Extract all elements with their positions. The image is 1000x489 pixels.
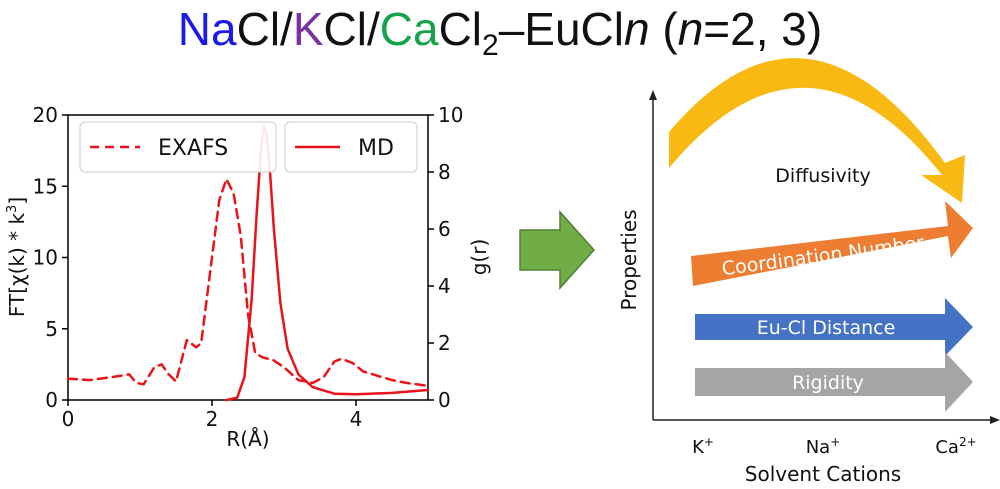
y2-tick-label: 4 (438, 274, 451, 298)
title-cl-3: Cl (438, 3, 483, 55)
x-tick-label: 2 (206, 407, 219, 431)
properties-trend-diagram: Properties K+ Na+ Ca2+ Solvent Cations D… (617, 58, 1000, 486)
coordination-number-label: Coordination Number (721, 232, 926, 280)
title-paren-open: ( (649, 3, 678, 55)
rigidity-arrow (695, 352, 973, 412)
y2-tick-label: 2 (438, 331, 451, 355)
x-tick-label: 4 (350, 407, 363, 431)
legend-box-md (284, 121, 418, 173)
y2-axis-label: g(r) (467, 239, 491, 276)
x-tick-label: 0 (62, 407, 75, 431)
title-na: Na (177, 3, 237, 55)
diffusivity-arrow (669, 58, 965, 203)
title-eucl: –EuCl (498, 3, 624, 55)
figure-title: NaCl/KCl/CaCl2–EuCln (n=2, 3) (0, 2, 1000, 63)
title-cl-2: Cl/ (323, 3, 380, 55)
y-axis-label: FT[χ(k) * k3] (5, 197, 29, 317)
series-line-md (225, 125, 430, 402)
eu-cl-distance-arrow (695, 298, 973, 356)
title-ca: Ca (379, 3, 439, 55)
y-axis-label-close: ] (5, 197, 29, 205)
cation-label-k: K+ (692, 435, 714, 458)
right-y-ticks: 0 2 4 6 8 10 (428, 103, 463, 412)
title-subscript-2: 2 (482, 29, 499, 62)
properties-x-axis-arrowhead (990, 416, 1000, 424)
title-n-2: n (677, 3, 704, 55)
series-lines (66, 125, 430, 402)
left-y-ticks: 0 5 10 15 20 (33, 103, 68, 412)
x-ticks: 0 2 4 (62, 400, 363, 431)
y-tick-label: 5 (45, 317, 58, 341)
title-k: K (292, 3, 324, 55)
properties-y-axis-arrowhead (649, 90, 657, 100)
series-line-exafs (66, 177, 430, 388)
y2-tick-label: 0 (438, 388, 451, 412)
y-tick-label: 0 (45, 388, 58, 412)
solvent-cations-label: Solvent Cations (745, 462, 901, 486)
title-cl-1: Cl/ (236, 3, 293, 55)
title-n: n (624, 3, 650, 55)
y-tick-label: 20 (33, 103, 58, 127)
y-tick-label: 15 (33, 174, 58, 198)
y2-tick-label: 8 (438, 160, 451, 184)
y-axis-label-main: FT[χ(k) * k (5, 213, 29, 318)
title-paren-rest: =2, 3) (703, 3, 823, 55)
cation-label-ca: Ca2+ (935, 435, 976, 458)
y-tick-label: 10 (33, 246, 58, 270)
rigidity-label: Rigidity (792, 372, 864, 394)
x-axis-label: R(Å) (226, 427, 269, 451)
properties-axis-label: Properties (617, 209, 641, 310)
transition-arrow (519, 210, 596, 290)
diffusivity-label: Diffusivity (775, 165, 870, 187)
y-axis-label-sup: 3 (5, 205, 20, 213)
legend-box-exafs (79, 121, 277, 173)
y2-tick-label: 10 (438, 103, 463, 127)
y2-tick-label: 6 (438, 217, 451, 241)
legend-label-md: MD (358, 136, 394, 161)
coordination-number-arrow (691, 201, 973, 286)
cation-label-na: Na+ (806, 435, 841, 458)
exafs-md-chart: 0 5 10 15 20 0 2 4 6 8 10 0 2 4 EXAFS MD R(Å) FT[χ(… (5, 103, 491, 451)
legend-label-exafs: EXAFS (158, 136, 228, 161)
eu-cl-distance-label: Eu-Cl Distance (757, 317, 896, 339)
